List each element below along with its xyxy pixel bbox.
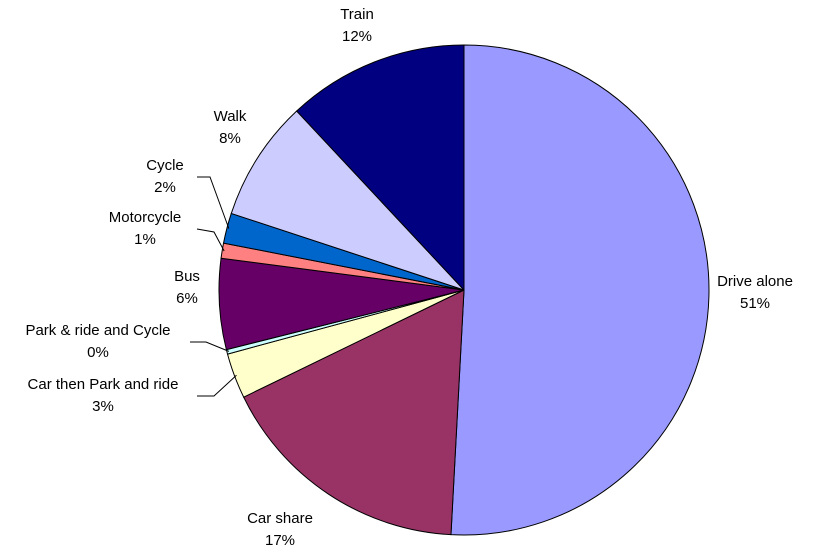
slice-name: Cycle [146, 157, 184, 174]
leader-line [190, 341, 230, 352]
slice-name: Walk [214, 108, 247, 125]
leader-line [197, 374, 237, 397]
slice-value-label: 17% [265, 532, 295, 548]
pie-slice [230, 110, 465, 291]
slice-value-label: 6% [176, 290, 198, 307]
pie-slice [243, 289, 465, 536]
pie-slice [450, 44, 710, 536]
leader-line [196, 228, 225, 252]
slice-value-label: 0% [87, 344, 109, 361]
slice-value-label: 1% [134, 231, 156, 248]
slice-name: Drive alone [717, 273, 793, 290]
slice-name: Train [340, 6, 374, 23]
slice-name: Bus [174, 268, 200, 285]
slice-name: Car then Park and ride [28, 376, 179, 393]
slice-value-label: 3% [92, 398, 114, 415]
leader-line [197, 176, 230, 229]
slice-name: Park & ride and Cycle [25, 322, 170, 339]
slice-value-label: 51% [740, 295, 770, 312]
pie-slice [295, 44, 465, 292]
slice-value-label: 2% [154, 179, 176, 196]
slice-name: Motorcycle [109, 209, 182, 226]
slice-value-label: 12% [342, 28, 372, 45]
slice-value-label: 8% [219, 130, 241, 147]
slice-name: Car share [247, 510, 313, 527]
